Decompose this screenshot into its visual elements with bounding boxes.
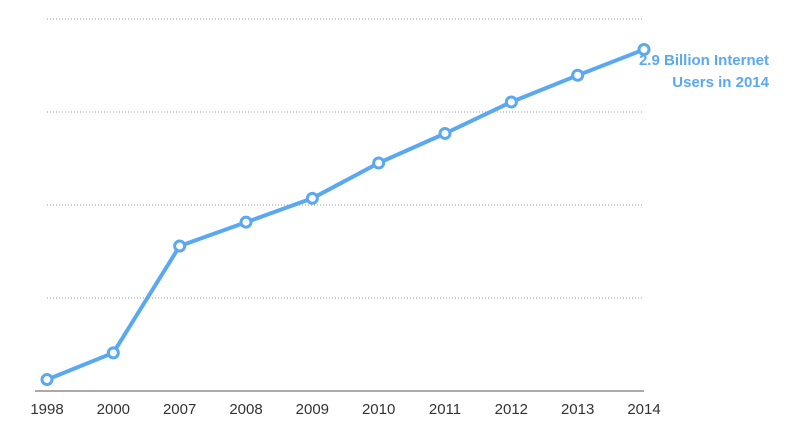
x-tick-label-2007: 2007 (163, 401, 196, 418)
grid-lines (47, 18, 644, 299)
x-tick-label-2008: 2008 (229, 401, 262, 418)
data-point-1998 (40, 373, 54, 387)
data-point-2013 (571, 68, 585, 82)
data-point-2014 (637, 43, 651, 57)
x-tick-label-2000: 2000 (97, 401, 130, 418)
x-tick-label-2010: 2010 (362, 401, 395, 418)
data-point-2011 (438, 126, 452, 140)
data-point-2008 (239, 215, 253, 229)
data-points (40, 43, 651, 387)
x-tick-label-1998: 1998 (30, 401, 63, 418)
x-tick-label-2012: 2012 (495, 401, 528, 418)
x-tick-labels: 1998 2000 2007 2008 2009 2010 2011 2012 2013 2014 (30, 401, 660, 418)
annotation-line-2: Users in 2014 (672, 74, 769, 91)
data-point-2009 (305, 191, 319, 205)
x-tick-label-2011: 2011 (429, 401, 461, 418)
x-tick-label-2014: 2014 (627, 401, 660, 418)
data-point-2012 (504, 95, 518, 109)
x-tick-label-2013: 2013 (561, 401, 594, 418)
chart-annotation: 2.9 Billion Internet Users in 2014 (569, 50, 769, 94)
data-point-2007 (173, 239, 187, 253)
annotation-line-1: 2.9 Billion Internet (638, 52, 769, 69)
x-tick-label-2009: 2009 (296, 401, 329, 418)
data-point-2010 (372, 156, 386, 170)
series-line-internet-users (45, 47, 646, 382)
data-point-2000 (106, 346, 120, 360)
